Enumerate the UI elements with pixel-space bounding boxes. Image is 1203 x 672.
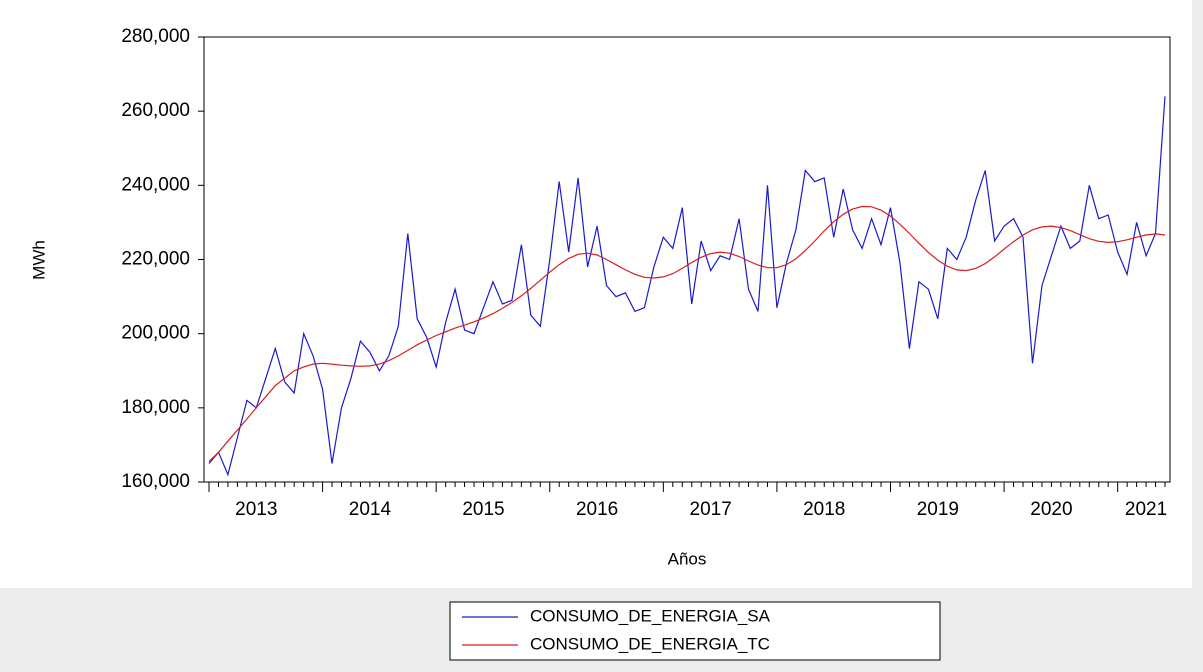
- y-tick-label: 260,000: [121, 100, 190, 121]
- y-axis-label: MWh: [29, 240, 48, 280]
- y-tick-label: 200,000: [121, 323, 190, 344]
- y-tick-label: 180,000: [121, 397, 190, 418]
- legend: [449, 601, 941, 661]
- x-tick-label: 2020: [1030, 499, 1072, 520]
- x-axis-label: Años: [668, 549, 707, 568]
- y-tick-label: 240,000: [121, 174, 190, 195]
- x-tick-label: 2014: [349, 499, 392, 520]
- x-tick-label: 2017: [690, 499, 732, 520]
- series-line: [208, 205, 1166, 463]
- x-tick-label: 2013: [235, 499, 277, 520]
- x-tick-label: 2021: [1125, 499, 1167, 520]
- x-tick-label: 2019: [917, 499, 959, 520]
- legend-label: CONSUMO_DE_ENERGIA_TC: [530, 634, 770, 653]
- x-tick-label: 2016: [576, 499, 618, 520]
- y-tick-label: 160,000: [121, 471, 190, 492]
- series-line: [208, 96, 1166, 477]
- legend-label: CONSUMO_DE_ENERGIA_SA: [530, 606, 771, 625]
- y-tick-label: 220,000: [121, 249, 190, 270]
- y-tick-label: 280,000: [121, 26, 190, 47]
- x-tick-label: 2015: [462, 499, 504, 520]
- x-tick-label: 2018: [803, 499, 845, 520]
